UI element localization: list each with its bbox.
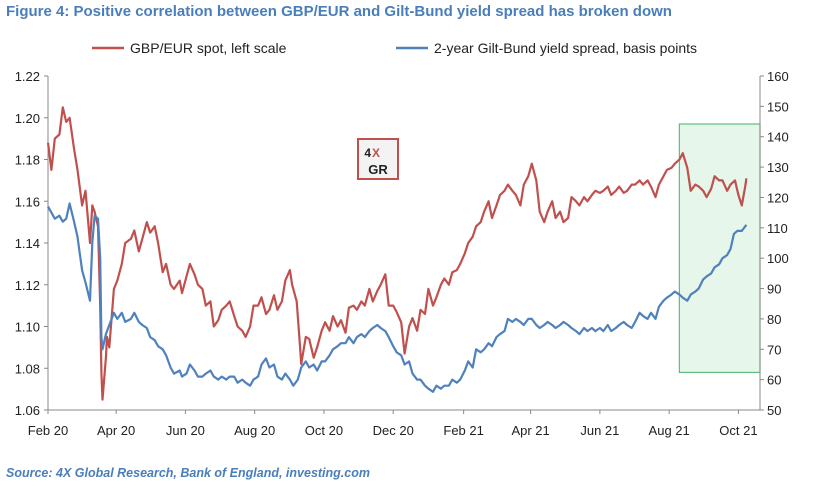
logo-bottom-text: GR <box>368 162 388 177</box>
y-left-tick-label: 1.14 <box>15 236 40 251</box>
y-right-tick-label: 130 <box>767 160 789 175</box>
x-tick-label: Aug 21 <box>649 423 690 438</box>
y-right-tick-label: 60 <box>767 373 781 388</box>
x-tick-label: Oct 20 <box>305 423 343 438</box>
y-left-tick-label: 1.22 <box>15 69 40 84</box>
y-left-tick-label: 1.06 <box>15 403 40 418</box>
series-layer <box>46 106 748 401</box>
axes-layer: 1.06 1.08 1.10 1.12 1.14 1.16 1.18 1.20 1.22 50 60… <box>15 69 789 438</box>
highlight-box <box>678 123 761 374</box>
y-right-tick-label: 90 <box>767 282 781 297</box>
y-left-tick-label: 1.12 <box>15 278 40 293</box>
y-left-tick-label: 1.20 <box>15 111 40 126</box>
gbp-eur-series-line <box>46 106 748 401</box>
y-right-tick-label: 150 <box>767 99 789 114</box>
x-tick-label: Feb 20 <box>28 423 68 438</box>
highlight-region-layer <box>678 123 761 374</box>
logo-top-text: 4 <box>364 146 371 160</box>
y-right-tick-label: 140 <box>767 130 789 145</box>
y-right-tick-label: 160 <box>767 69 789 84</box>
x-tick-label: Oct 21 <box>719 423 757 438</box>
x-tick-label: Apr 20 <box>97 423 135 438</box>
x-tick-label: Aug 20 <box>234 423 275 438</box>
y-right-tick-label: 80 <box>767 312 781 327</box>
logo-top-accent: X <box>372 146 380 160</box>
y-right-tick-label: 100 <box>767 251 789 266</box>
legend-label-gbp-eur: GBP/EUR spot, left scale <box>130 40 287 56</box>
x-tick-label: Jun 21 <box>580 423 619 438</box>
legend-label-spread: 2-year Gilt-Bund yield spread, basis poi… <box>434 40 697 56</box>
source-note: Source: 4X Global Research, Bank of Engl… <box>6 466 370 480</box>
gilt-bund-spread-series-line <box>47 202 748 393</box>
4xgr-logo: 4 X GR <box>357 138 399 180</box>
x-tick-label: Feb 21 <box>443 423 483 438</box>
y-right-tick-label: 110 <box>767 221 788 236</box>
x-tick-label: Jun 20 <box>166 423 205 438</box>
y-right-tick-label: 50 <box>767 403 781 418</box>
x-tick-label: Dec 20 <box>373 423 414 438</box>
legend: GBP/EUR spot, left scale 2-year Gilt-Bund… <box>92 40 697 56</box>
figure-title: Figure 4: Positive correlation between G… <box>6 3 672 20</box>
y-left-tick-label: 1.08 <box>15 361 40 376</box>
y-right-tick-label: 70 <box>767 342 781 357</box>
y-left-tick-label: 1.18 <box>15 153 40 168</box>
y-left-tick-label: 1.16 <box>15 194 40 209</box>
y-right-tick-label: 120 <box>767 190 789 205</box>
x-tick-label: Apr 21 <box>511 423 549 438</box>
y-left-tick-label: 1.10 <box>15 320 40 335</box>
